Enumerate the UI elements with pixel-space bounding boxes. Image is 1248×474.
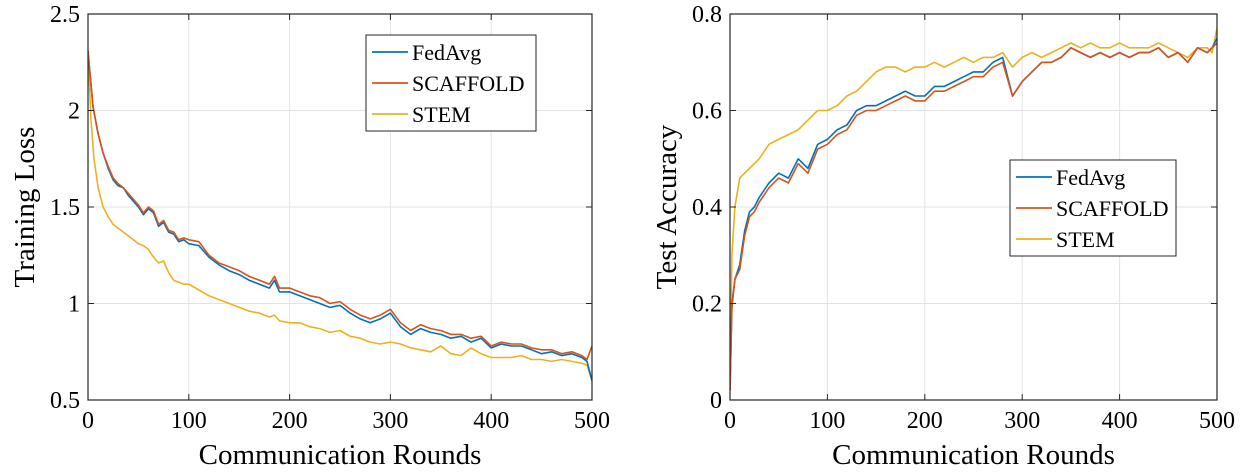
x-tick-label: 500	[574, 408, 610, 434]
x-tick-label: 0	[724, 408, 736, 434]
y-tick-label: 2	[68, 99, 80, 125]
legend-label-fedavg: FedAvg	[1056, 165, 1125, 190]
y-tick-label: 0.8	[692, 2, 722, 28]
y-tick-label: 0.2	[692, 292, 722, 318]
x-axis-label: Communication Rounds	[832, 439, 1115, 471]
series-line-stem	[730, 28, 1217, 376]
y-axis-label-training-loss: Training Loss	[9, 127, 41, 288]
y-tick-label: 0	[710, 388, 722, 414]
legend-label-stem: STEM	[412, 102, 471, 127]
y-tick-label: 1.5	[50, 195, 80, 221]
x-tick-label: 300	[372, 408, 408, 434]
x-tick-label: 200	[907, 408, 943, 434]
test-accuracy-chart: 0 100 200 300 400 500 0 0.2 0.4 0.6 0.8 Communicati…	[651, 2, 1235, 471]
legend-label-fedavg: FedAvg	[412, 40, 481, 65]
x-tick-label: 500	[1199, 408, 1235, 434]
series-line-stem	[88, 52, 592, 381]
series-group	[88, 50, 592, 381]
y-tick-label: 0.6	[692, 99, 722, 125]
y-tick-label: 2.5	[50, 2, 80, 28]
series-group	[730, 28, 1217, 391]
x-tick-label: 200	[272, 408, 308, 434]
series-line-fedavg	[88, 52, 592, 381]
x-tick-label: 100	[809, 408, 845, 434]
y-tick-label: 0.4	[692, 195, 722, 221]
legend: FedAvg SCAFFOLD STEM	[1009, 159, 1177, 257]
x-tick-label: 300	[1004, 408, 1040, 434]
legend-label-stem: STEM	[1056, 227, 1115, 252]
legend: FedAvg SCAFFOLD STEM	[365, 34, 537, 132]
y-tick-label: 1	[68, 292, 80, 318]
series-line-scaffold	[88, 50, 592, 361]
y-axis-label-test-accuracy: Test Accuracy	[651, 124, 683, 289]
x-axis-label: Communication Rounds	[199, 439, 482, 471]
y-tick-label: 0.5	[50, 388, 80, 414]
legend-label-scaffold: SCAFFOLD	[412, 71, 524, 96]
x-tick-label: 400	[1102, 408, 1138, 434]
series-line-scaffold	[730, 42, 1217, 391]
x-tick-label: 0	[82, 408, 94, 434]
legend-label-scaffold: SCAFFOLD	[1056, 196, 1168, 221]
x-tick-label: 400	[473, 408, 509, 434]
x-tick-label: 100	[171, 408, 207, 434]
training-loss-chart: 0 100 200 300 400 500 0.5 1 1.5 2 2.5 Communication…	[9, 2, 610, 471]
